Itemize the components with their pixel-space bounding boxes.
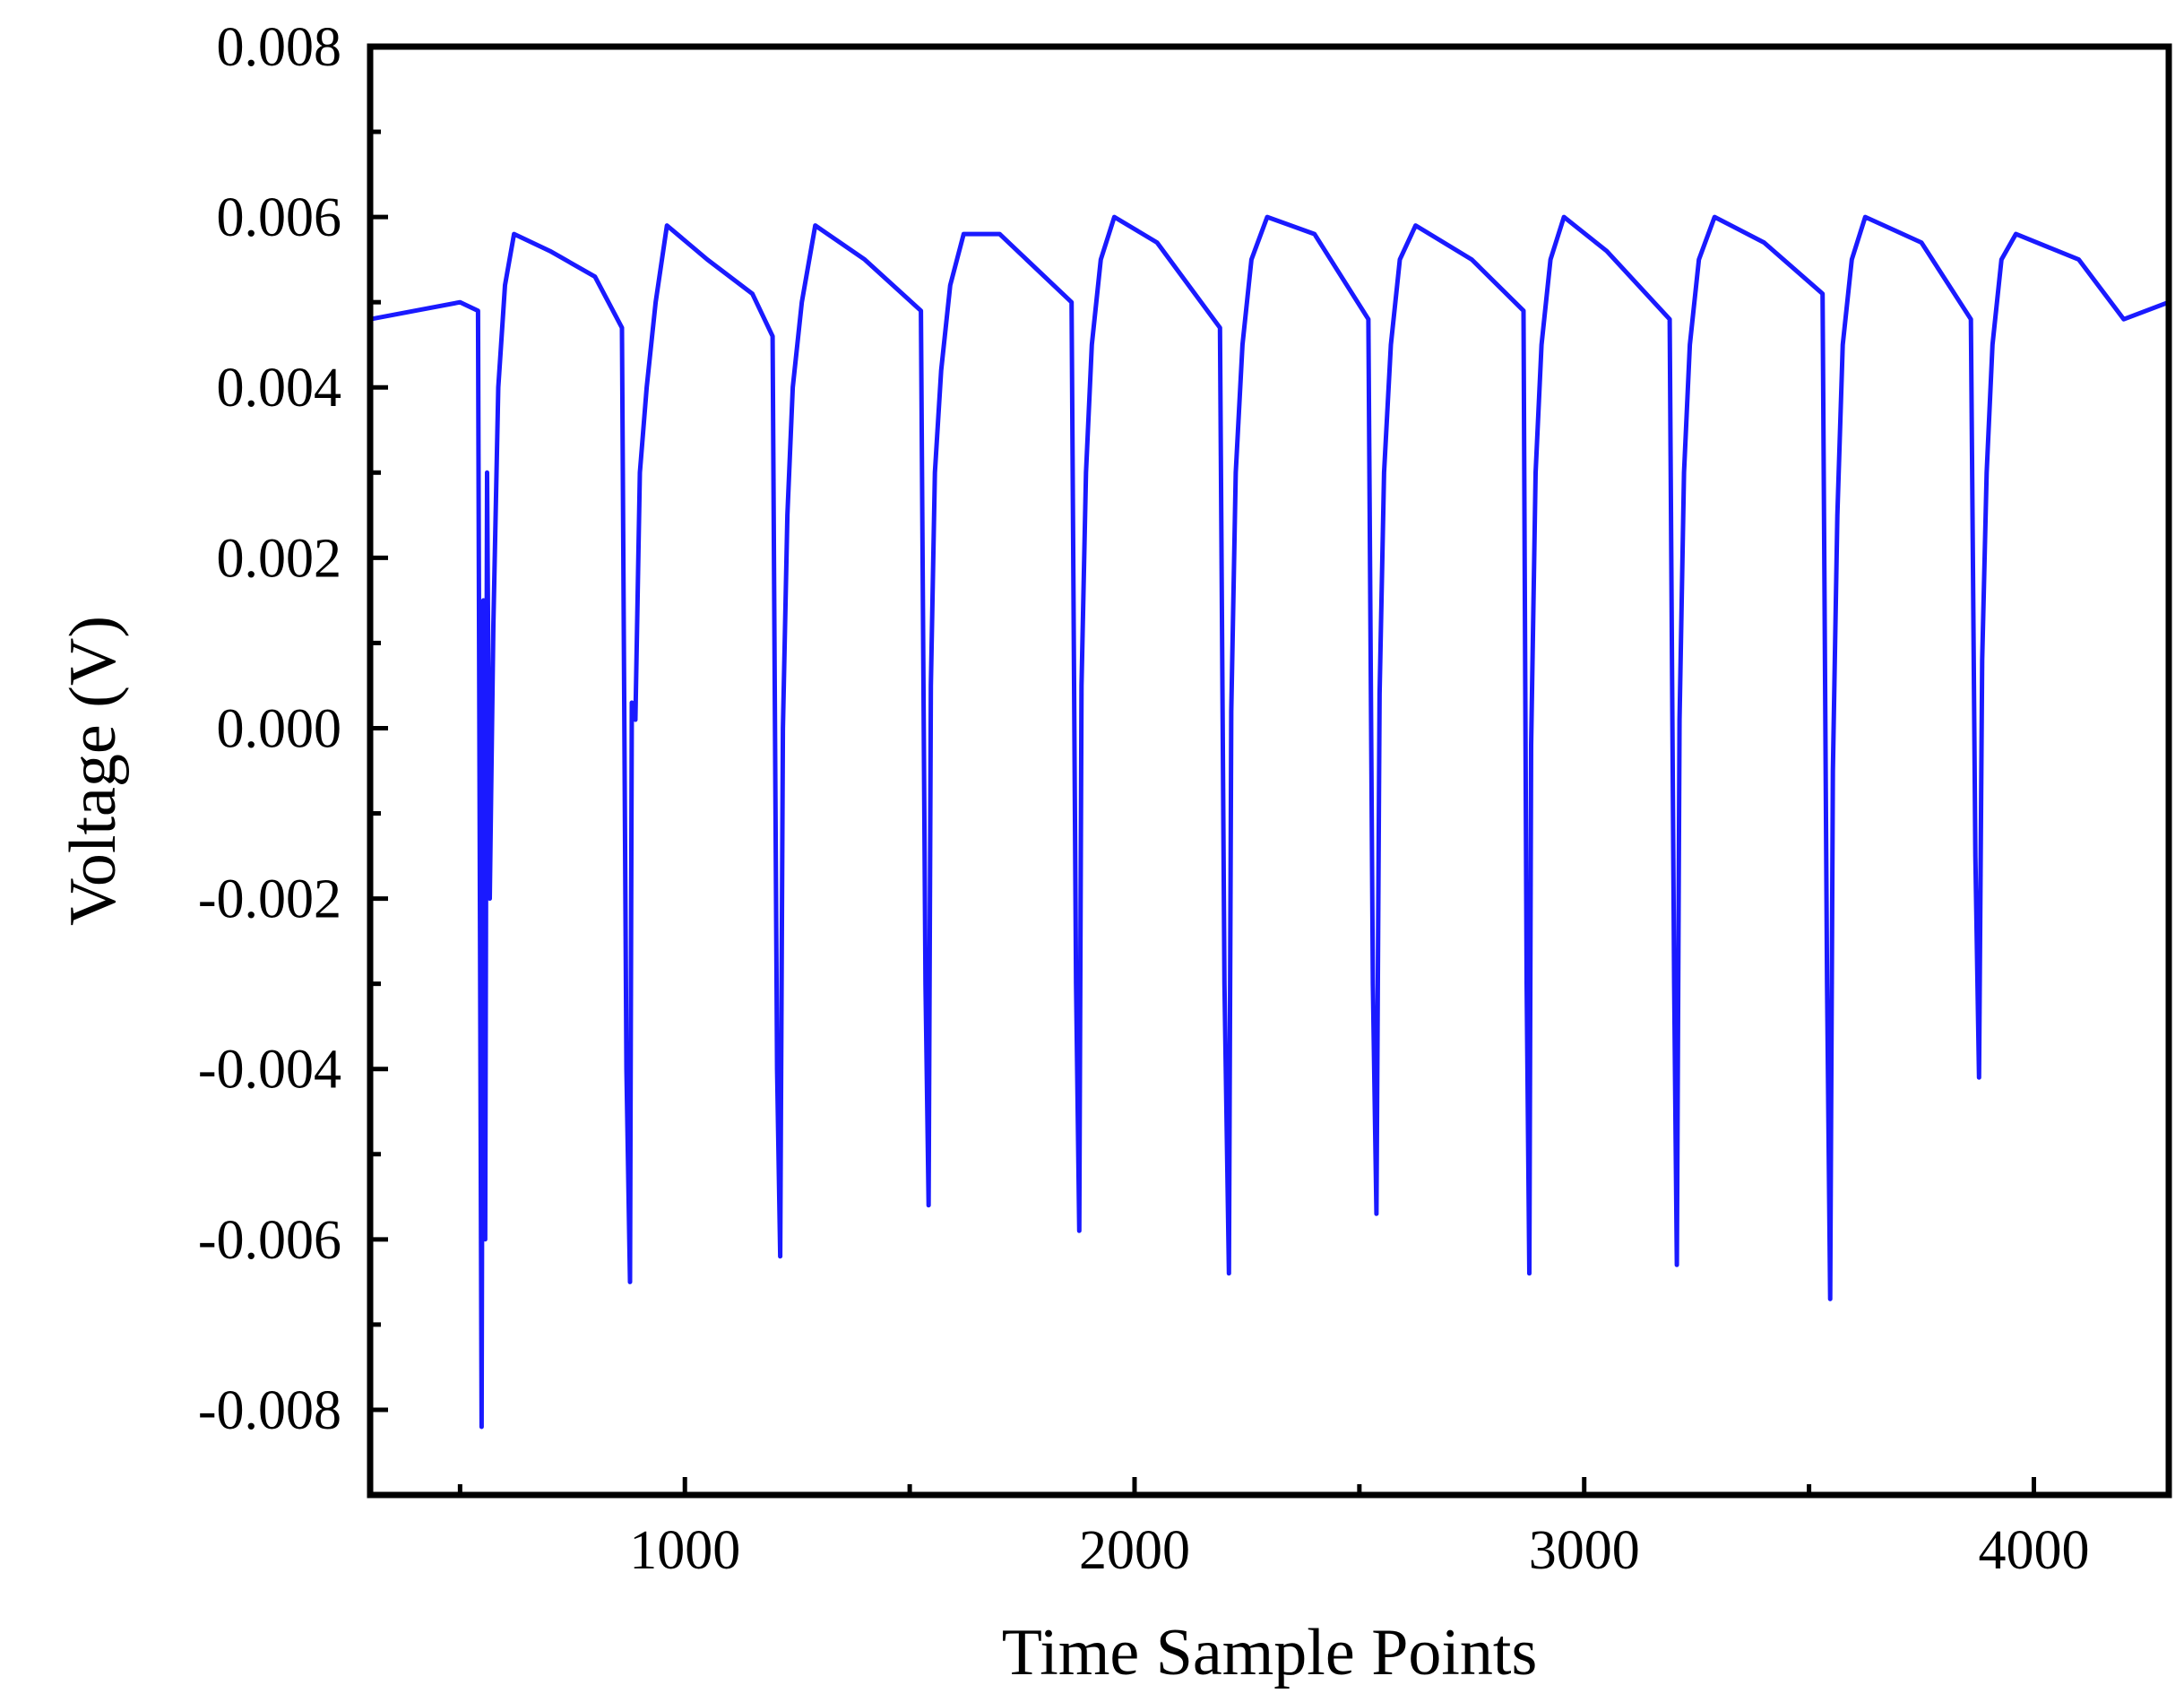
x-tick-label: 1000 [629,1520,740,1581]
y-tick-label: 0.008 [217,17,342,78]
y-tick-label: -0.008 [198,1380,341,1441]
series-line [369,214,2170,1430]
y-tick-label: -0.002 [198,869,341,930]
y-tick-label: 0.002 [217,528,342,589]
y-tick-label: 0.006 [217,187,342,248]
y-tick-label: -0.004 [198,1040,341,1101]
x-tick-label: 3000 [1529,1520,1640,1581]
x-axis-ticks: 1000 2000 3000 4000 [457,1477,2089,1581]
x-tick-label: 4000 [1978,1520,2089,1581]
x-axis-title: Time Sample Points [1002,1616,1538,1689]
x-tick-label: 2000 [1079,1520,1190,1581]
y-tick-label: 0.000 [217,698,342,759]
y-axis-title: Voltage (V) [56,616,130,926]
y-tick-label: 0.004 [217,358,342,419]
y-tick-label: -0.006 [198,1210,341,1271]
plot-frame [367,43,2172,1499]
y-axis-ticks: -0.008 -0.006 -0.004 -0.002 0.000 0.002 0.004 0… [198,17,388,1441]
